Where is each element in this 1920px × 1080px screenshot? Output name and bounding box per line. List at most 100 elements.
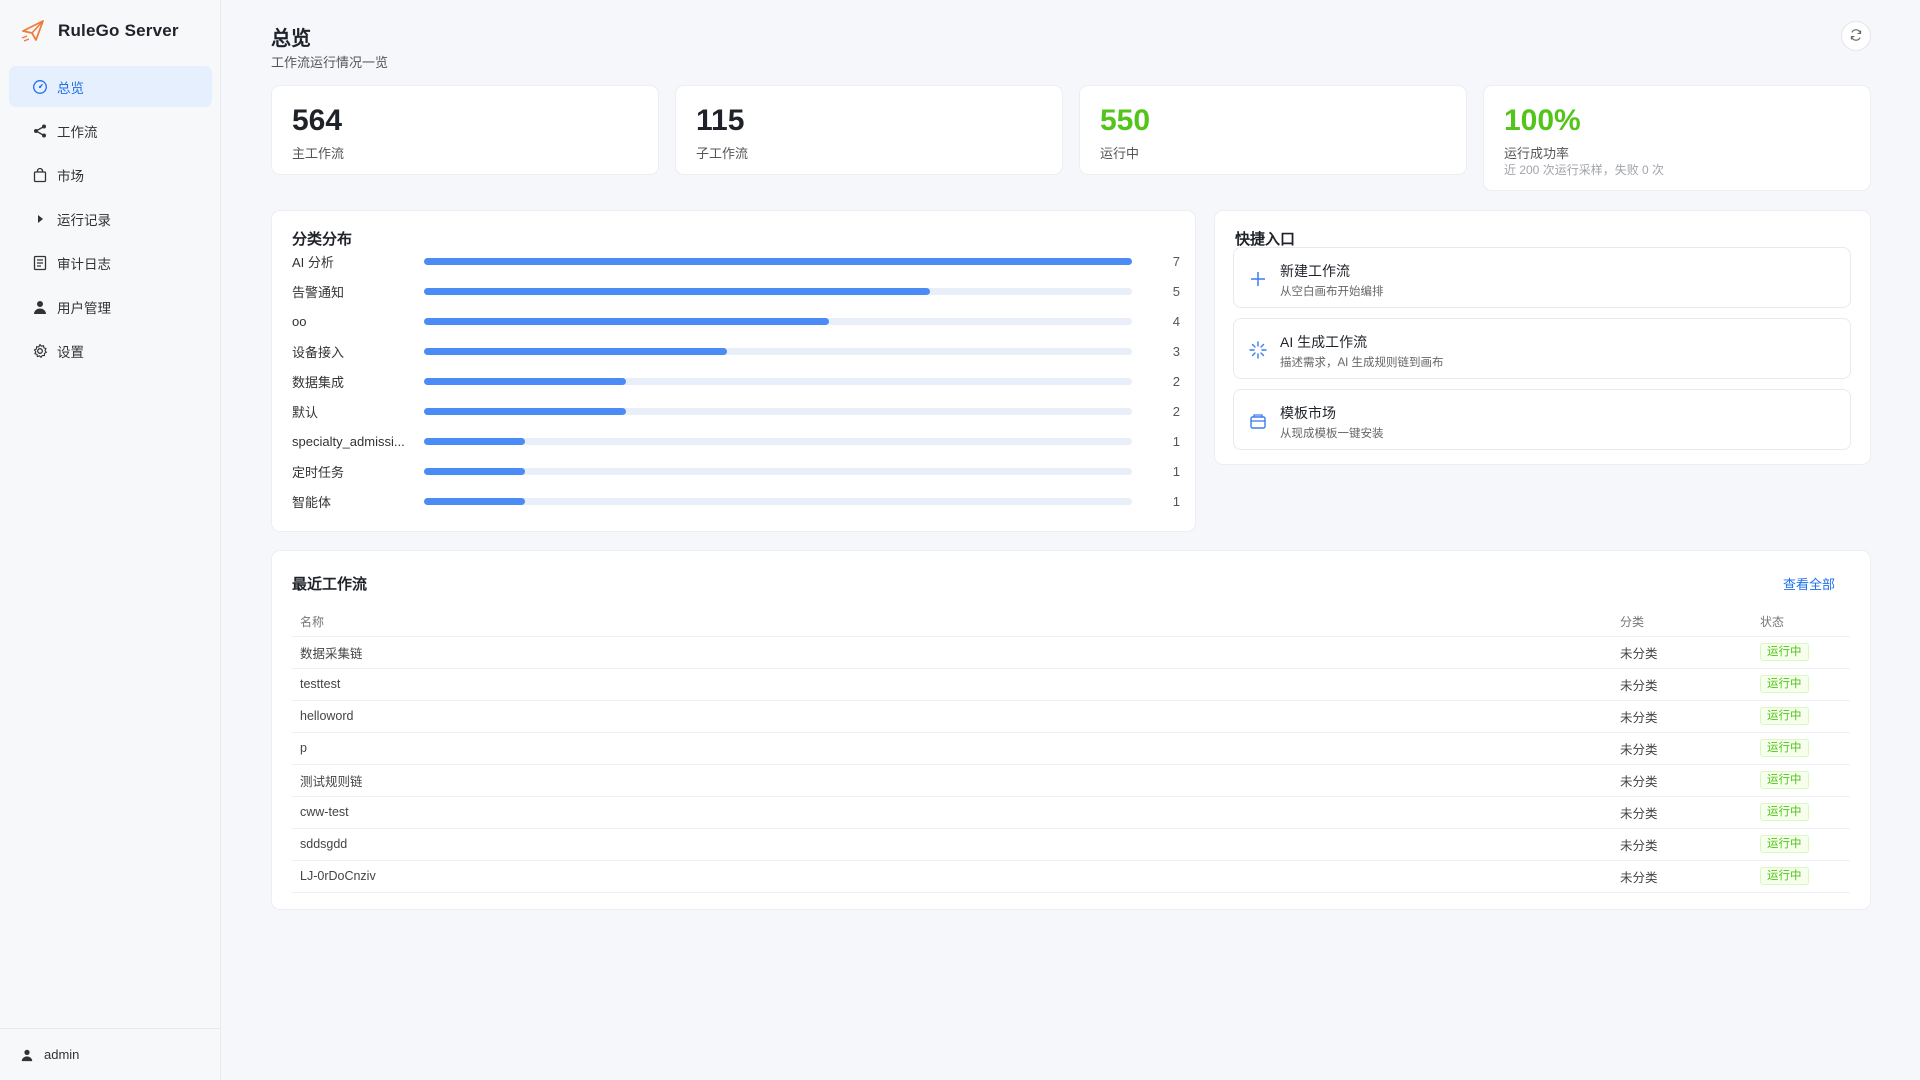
- sidebar-item-run-records[interactable]: 运行记录: [9, 198, 212, 239]
- workflow-name: LJ-0rDoCnziv: [292, 860, 1612, 893]
- workflow-name: p: [292, 732, 1612, 765]
- sparkle-icon: [1248, 340, 1268, 360]
- view-all-link[interactable]: 查看全部: [1783, 577, 1836, 592]
- status-badge: 运行中: [1760, 835, 1809, 853]
- sidebar-item-audit-log[interactable]: 审计日志: [9, 242, 212, 283]
- table-row[interactable]: 数据采集链 未分类 运行中: [292, 636, 1850, 669]
- status-badge: 运行中: [1760, 867, 1809, 885]
- column-header-status: 状态: [1752, 607, 1850, 637]
- workflow-name: 数据采集链: [292, 636, 1612, 669]
- stat-value: 115: [696, 104, 745, 137]
- workflow-name: 测试规则链: [292, 764, 1612, 797]
- category-name: 设备接入: [292, 344, 345, 360]
- sidebar-item-settings[interactable]: 设置: [9, 330, 212, 371]
- table-row[interactable]: p 未分类 运行中: [292, 732, 1850, 765]
- category-count: 4: [1172, 313, 1180, 329]
- workflow-name: sddsgdd: [292, 828, 1612, 861]
- sidebar-item-label: 市场: [57, 168, 84, 184]
- user-icon: [32, 299, 48, 315]
- workflow-category: 未分类: [1612, 828, 1752, 861]
- stat-label: 主工作流: [292, 146, 345, 161]
- status-badge: 运行中: [1760, 739, 1809, 757]
- sidebar-item-users[interactable]: 用户管理: [9, 286, 212, 327]
- quick-title: AI 生成工作流: [1280, 334, 1368, 350]
- recent-workflows-card: 最近工作流 查看全部 名称 分类 状态 数据采集链 未分类 运行中 testtest 未…: [271, 550, 1871, 910]
- document-icon: [32, 255, 48, 271]
- quick-desc: 描述需求，AI 生成规则链到画布: [1280, 357, 1444, 369]
- section-title: 分类分布: [292, 231, 353, 248]
- category-row: 数据集成 2: [292, 371, 1180, 391]
- sidebar-item-label: 工作流: [57, 124, 98, 140]
- category-row: oo 4: [292, 311, 1180, 331]
- sidebar-item-label: 运行记录: [57, 212, 111, 228]
- workflow-status-cell: 运行中: [1752, 700, 1850, 733]
- refresh-button[interactable]: [1841, 21, 1871, 51]
- workflow-category: 未分类: [1612, 732, 1752, 765]
- table-row[interactable]: sddsgdd 未分类 运行中: [292, 828, 1850, 861]
- quick-new-workflow[interactable]: 新建工作流 从空白画布开始编排: [1233, 247, 1851, 308]
- category-name: 告警通知: [292, 284, 345, 300]
- category-count: 7: [1172, 253, 1180, 269]
- recent-workflows-table: 名称 分类 状态 数据采集链 未分类 运行中 testtest 未分类 运行中 hellow…: [292, 607, 1850, 893]
- status-badge: 运行中: [1760, 675, 1809, 693]
- category-bar-fill: [424, 467, 526, 475]
- category-count: 2: [1172, 373, 1180, 389]
- quick-desc: 从空白画布开始编排: [1280, 286, 1384, 298]
- stat-value: 550: [1100, 104, 1151, 137]
- table-row[interactable]: testtest 未分类 运行中: [292, 668, 1850, 701]
- workflow-status-cell: 运行中: [1752, 668, 1850, 701]
- category-bar-fill: [424, 407, 627, 415]
- sidebar-item-workflows[interactable]: 工作流: [9, 110, 212, 151]
- sidebar-item-label: 用户管理: [57, 300, 111, 316]
- category-name: AI 分析: [292, 254, 334, 270]
- category-bar-fill: [424, 317, 829, 325]
- table-row[interactable]: LJ-0rDoCnziv 未分类 运行中: [292, 860, 1850, 893]
- category-name: 定时任务: [292, 464, 345, 480]
- category-bar-fill: [424, 437, 526, 445]
- workflow-category: 未分类: [1612, 860, 1752, 893]
- shopping-bag-icon: [32, 167, 48, 183]
- gear-icon: [32, 343, 48, 359]
- category-row: 设备接入 3: [292, 341, 1180, 361]
- quick-title: 新建工作流: [1280, 263, 1350, 279]
- workflow-category: 未分类: [1612, 764, 1752, 797]
- category-bar-track: [424, 257, 1132, 265]
- caret-right-icon: [32, 211, 48, 227]
- sidebar-item-label: 设置: [57, 344, 84, 360]
- stat-value: 100%: [1504, 104, 1581, 137]
- sidebar-item-overview[interactable]: 总览: [9, 66, 212, 107]
- category-row: AI 分析 7: [292, 251, 1180, 271]
- workflow-status-cell: 运行中: [1752, 636, 1850, 669]
- category-bar-track: [424, 497, 1132, 505]
- table-header-row: 名称 分类 状态: [292, 607, 1850, 637]
- sidebar: RuleGo Server 总览 工作流 市场 运行记录: [0, 0, 221, 1080]
- brand[interactable]: RuleGo Server: [20, 16, 179, 46]
- page-subtitle: 工作流运行情况一览: [271, 55, 389, 70]
- category-name: specialty_admissi...: [292, 433, 405, 449]
- category-bar-track: [424, 347, 1132, 355]
- stat-label: 运行中: [1100, 146, 1140, 161]
- workflow-name: testtest: [292, 668, 1612, 701]
- table-row[interactable]: helloword 未分类 运行中: [292, 700, 1850, 733]
- category-name: 智能体: [292, 494, 332, 510]
- page-title: 总览: [271, 28, 311, 50]
- status-badge: 运行中: [1760, 803, 1809, 821]
- workflow-status-cell: 运行中: [1752, 732, 1850, 765]
- category-bar-track: [424, 407, 1132, 415]
- quick-ai-generate[interactable]: AI 生成工作流 描述需求，AI 生成规则链到画布: [1233, 318, 1851, 379]
- package-icon: [1248, 411, 1268, 431]
- stat-label: 子工作流: [696, 146, 749, 161]
- stat-label: 运行成功率: [1504, 146, 1570, 161]
- category-count: 1: [1172, 463, 1180, 479]
- current-user[interactable]: admin: [0, 1028, 220, 1080]
- category-count: 1: [1172, 493, 1180, 509]
- stat-value: 564: [292, 104, 343, 137]
- sidebar-item-market[interactable]: 市场: [9, 154, 212, 195]
- status-badge: 运行中: [1760, 707, 1809, 725]
- table-row[interactable]: cww-test 未分类 运行中: [292, 796, 1850, 829]
- category-row: 默认 2: [292, 401, 1180, 421]
- quick-template-market[interactable]: 模板市场 从现成模板一键安装: [1233, 389, 1851, 450]
- category-bar-fill: [424, 497, 526, 505]
- table-row[interactable]: 测试规则链 未分类 运行中: [292, 764, 1850, 797]
- category-bar-track: [424, 317, 1132, 325]
